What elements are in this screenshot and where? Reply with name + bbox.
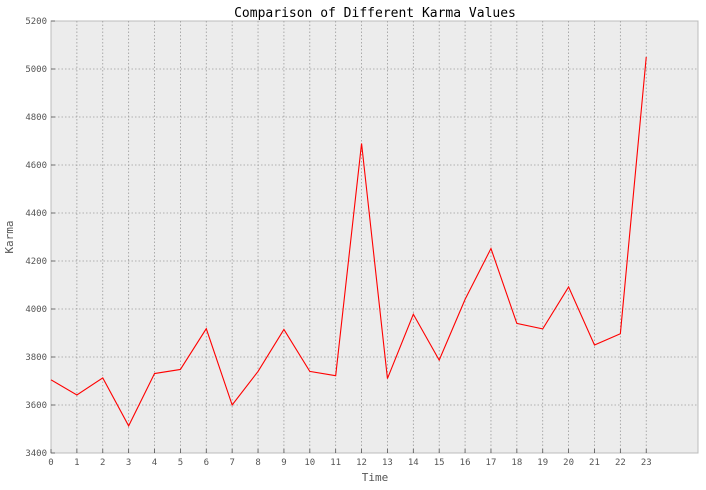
x-tick-label: 23 [641, 458, 652, 468]
x-tick-label: 8 [255, 458, 260, 468]
y-tick-label: 4200 [25, 257, 47, 267]
x-tick-label: 15 [434, 458, 445, 468]
x-tick-label: 20 [563, 458, 574, 468]
series-line-0 [50, 56, 647, 428]
x-tick-label: 14 [408, 458, 419, 468]
y-tick-label: 3600 [25, 401, 47, 411]
grid [51, 21, 698, 453]
y-axis-label: Karma [3, 220, 16, 253]
x-tick-label: 4 [152, 458, 157, 468]
y-tick-label: 4600 [25, 161, 47, 171]
x-tick-label: 21 [589, 458, 600, 468]
x-tick-label: 7 [229, 458, 234, 468]
plot-area [50, 20, 699, 454]
y-tick-label: 4400 [25, 209, 47, 219]
x-tick-label: 11 [330, 458, 341, 468]
y-tick-label: 5200 [25, 17, 47, 27]
x-tick-label: 22 [615, 458, 626, 468]
x-tick-label: 1 [74, 458, 79, 468]
axis-ticks: 3400360038004000420044004600480050005200… [25, 17, 651, 468]
x-tick-label: 2 [100, 458, 105, 468]
x-tick-label: 6 [204, 458, 209, 468]
x-tick-label: 12 [356, 458, 367, 468]
y-tick-label: 5000 [25, 65, 47, 75]
x-tick-label: 13 [382, 458, 393, 468]
y-tick-label: 3800 [25, 353, 47, 363]
x-tick-label: 19 [537, 458, 548, 468]
x-tick-label: 10 [304, 458, 315, 468]
x-tick-label: 17 [486, 458, 497, 468]
y-tick-label: 4000 [25, 305, 47, 315]
chart-title: Comparison of Different Karma Values [234, 6, 516, 21]
x-tick-label: 16 [460, 458, 471, 468]
series-layer [50, 56, 647, 428]
x-tick-label: 3 [126, 458, 131, 468]
x-tick-label: 0 [48, 458, 53, 468]
x-tick-label: 5 [178, 458, 183, 468]
y-tick-label: 4800 [25, 113, 47, 123]
x-axis-label: Time [362, 471, 389, 484]
y-tick-label: 3400 [25, 449, 47, 459]
x-tick-label: 9 [281, 458, 286, 468]
x-tick-label: 18 [511, 458, 522, 468]
